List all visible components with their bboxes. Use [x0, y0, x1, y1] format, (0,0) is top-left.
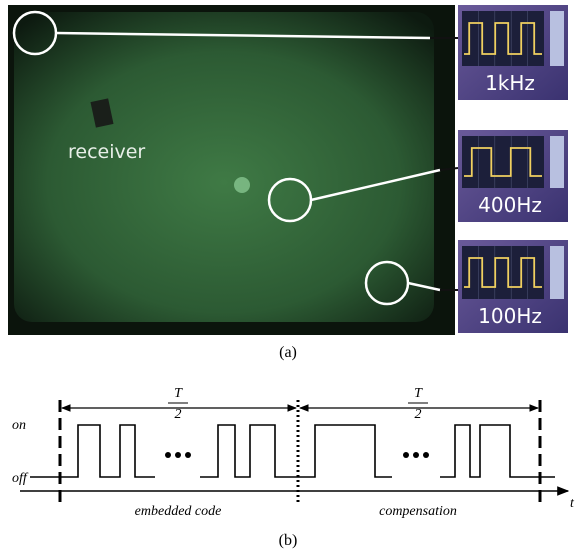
waveform — [30, 425, 555, 477]
level-on: on — [12, 418, 26, 433]
scope-buttons — [550, 136, 564, 188]
scope-buttons — [550, 11, 564, 66]
timing-diagram — [20, 400, 568, 505]
segment-label: compensation — [379, 504, 457, 519]
dot — [175, 452, 181, 458]
period-denominator: 2 — [415, 407, 422, 422]
caption: (a) — [279, 344, 297, 361]
scope-screen — [462, 11, 544, 66]
photo: receiver — [8, 5, 458, 335]
scope-thumbnail: 1kHz — [458, 5, 568, 100]
dot — [165, 452, 171, 458]
dot — [413, 452, 419, 458]
period-numerator: T — [174, 386, 183, 401]
screen — [14, 12, 434, 322]
dot — [185, 452, 191, 458]
scope-buttons — [550, 246, 564, 299]
scope-frequency: 100Hz — [478, 304, 542, 328]
period-numerator: T — [414, 386, 423, 401]
scope-screen — [462, 136, 544, 188]
period-denominator: 2 — [175, 407, 182, 422]
scope-frequency: 400Hz — [478, 193, 542, 217]
level-off: off — [12, 471, 29, 486]
caption: (b) — [279, 532, 298, 549]
light-spot — [234, 177, 250, 193]
receiver-label: receiver — [68, 141, 145, 163]
scope-thumbnail: 400Hz — [458, 130, 568, 222]
page: {"figure_a": {"receiver_label": "receive… — [0, 0, 576, 552]
dot — [403, 452, 409, 458]
segment-label: embedded code — [135, 504, 222, 519]
scope-frequency: 1kHz — [485, 71, 535, 95]
scope-thumbnail: 100Hz — [458, 240, 568, 333]
figure: receiver 1kHz 400Hz 100Hz (a) T — [0, 0, 576, 552]
dot — [423, 452, 429, 458]
axis-label: t — [570, 496, 575, 511]
scopes: 1kHz 400Hz 100Hz — [458, 5, 568, 333]
scope-screen — [462, 246, 544, 299]
